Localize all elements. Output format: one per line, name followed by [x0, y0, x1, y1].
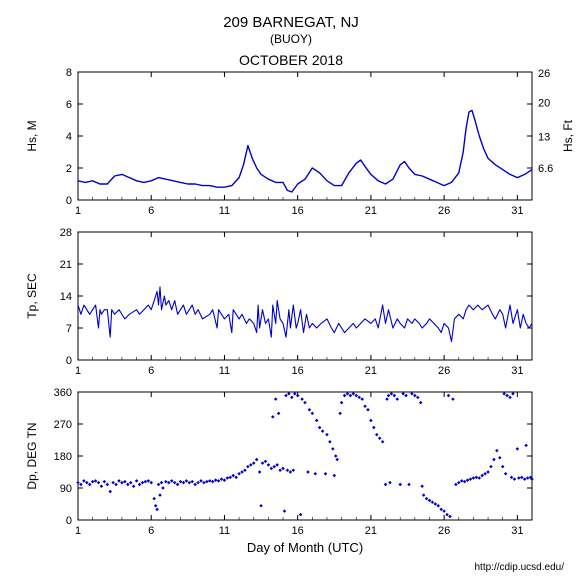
svg-text:21: 21 — [365, 525, 377, 537]
title-sub: (BUOY) — [0, 32, 582, 46]
svg-text:11: 11 — [219, 525, 230, 537]
svg-text:7: 7 — [66, 323, 72, 335]
title-month: OCTOBER 2018 — [0, 52, 582, 68]
svg-text:0: 0 — [66, 515, 72, 527]
svg-text:360: 360 — [54, 387, 72, 399]
svg-text:28: 28 — [60, 227, 72, 239]
svg-text:Hs, Ft: Hs, Ft — [561, 119, 575, 152]
svg-text:Day of Month (UTC): Day of Month (UTC) — [247, 540, 363, 555]
svg-text:Dp, DEG TN: Dp, DEG TN — [25, 422, 39, 489]
chart-area: 024686.6132026Hs, Ft161116212631Hs, M071… — [0, 0, 582, 581]
svg-text:8: 8 — [66, 67, 72, 79]
svg-text:13: 13 — [538, 132, 550, 144]
footer-url: http://cdip.ucsd.edu/ — [474, 562, 564, 573]
svg-text:0: 0 — [66, 195, 72, 207]
svg-text:31: 31 — [511, 525, 523, 537]
title-main: 209 BARNEGAT, NJ — [0, 14, 582, 31]
svg-text:26: 26 — [438, 365, 450, 377]
svg-text:26: 26 — [538, 68, 550, 80]
svg-text:11: 11 — [219, 365, 230, 377]
svg-text:31: 31 — [511, 205, 523, 217]
svg-text:6: 6 — [66, 99, 72, 111]
svg-text:0: 0 — [66, 355, 72, 367]
svg-text:26: 26 — [438, 205, 450, 217]
svg-text:6.6: 6.6 — [538, 163, 553, 175]
svg-text:21: 21 — [365, 365, 377, 377]
svg-text:21: 21 — [365, 205, 377, 217]
svg-text:1: 1 — [75, 525, 81, 537]
svg-text:16: 16 — [292, 525, 304, 537]
svg-text:14: 14 — [60, 291, 72, 303]
svg-text:1: 1 — [75, 205, 81, 217]
svg-text:6: 6 — [148, 365, 154, 377]
svg-text:270: 270 — [54, 419, 72, 431]
svg-text:2: 2 — [66, 163, 72, 175]
svg-text:21: 21 — [60, 259, 72, 271]
svg-text:1: 1 — [75, 365, 81, 377]
svg-text:6: 6 — [148, 525, 154, 537]
svg-text:26: 26 — [438, 525, 450, 537]
svg-text:180: 180 — [54, 451, 72, 463]
svg-text:11: 11 — [219, 205, 230, 217]
svg-text:Tp, SEC: Tp, SEC — [25, 273, 39, 319]
svg-text:20: 20 — [538, 97, 550, 109]
svg-text:16: 16 — [292, 205, 304, 217]
svg-text:Hs, M: Hs, M — [25, 120, 39, 151]
svg-text:16: 16 — [292, 365, 304, 377]
svg-text:31: 31 — [511, 365, 523, 377]
svg-text:90: 90 — [60, 483, 72, 495]
svg-text:4: 4 — [66, 131, 72, 143]
svg-text:6: 6 — [148, 205, 154, 217]
